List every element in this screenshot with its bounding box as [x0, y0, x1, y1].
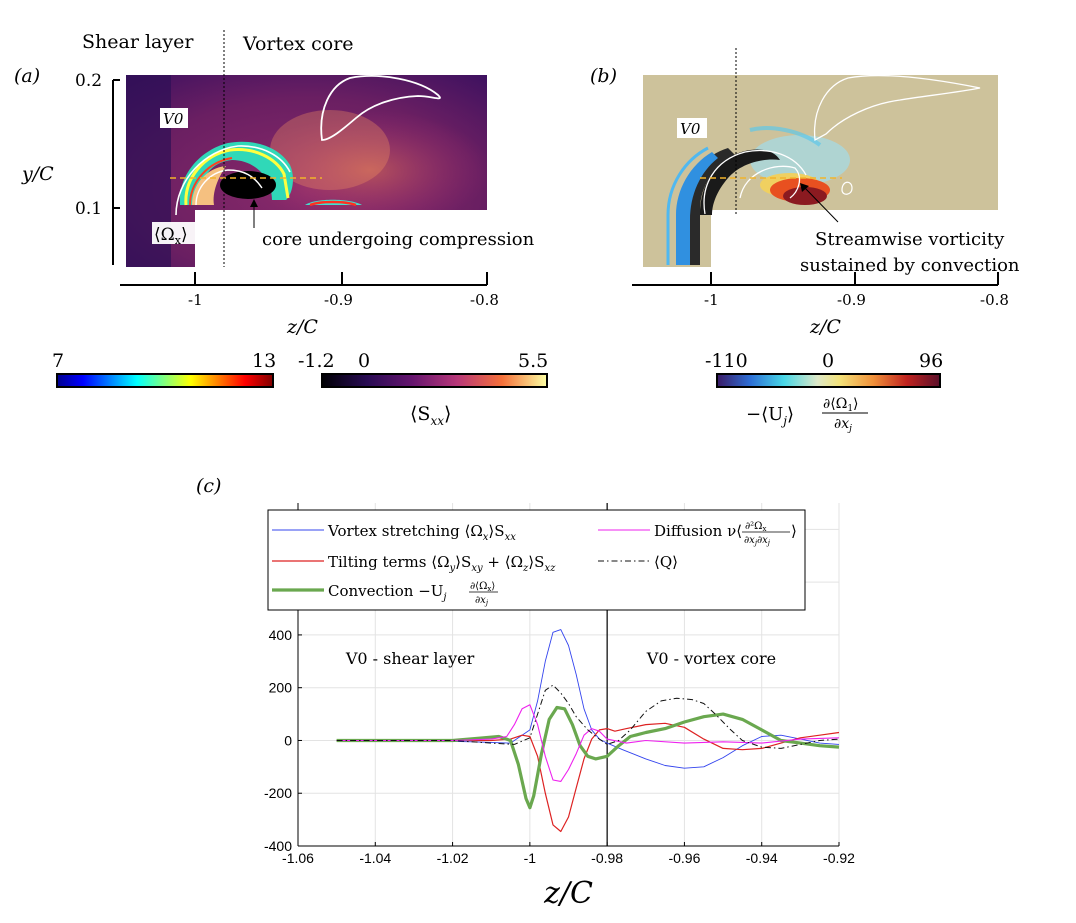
panel-a-compression-annotation: core undergoing compression — [262, 229, 535, 250]
y-tick-label-4: 400 — [269, 627, 293, 643]
panel-c-label: (c) — [196, 475, 221, 497]
panel-b-case-label: V0 — [680, 120, 701, 138]
panel-a-xtick-0: -1 — [188, 291, 203, 309]
panel-a-label: (a) — [14, 65, 40, 87]
diverging-colorbar-max: 96 — [919, 350, 943, 372]
panel-a-contour — [320, 75, 441, 141]
panel-a-vortex-core-label: Vortex core — [242, 33, 354, 55]
panel-b-xtick-1: -0.9 — [837, 291, 866, 309]
svg-text:−⟨Uj⟩: −⟨Uj⟩ — [746, 404, 794, 428]
panel-a-wall — [195, 210, 487, 267]
inferno-colorbar-mid: 0 — [358, 350, 370, 372]
y-tick-label-0: -400 — [264, 838, 292, 854]
legend-label-convection: Convection −Uj — [328, 582, 447, 603]
series-line-q — [336, 684, 840, 749]
x-tick-label-6: -0.94 — [746, 850, 778, 866]
legend-label-diffusion: Diffusion ν⟨ — [654, 522, 742, 540]
panel-a-omega-annotation: ⟨Ωx⟩ — [154, 225, 188, 247]
chart-annotation-1: V0 - vortex core — [646, 649, 776, 668]
inferno-colorbar — [321, 373, 548, 388]
jet-colorbar-min: 7 — [52, 350, 64, 372]
line-chart: -1.06 -1.04 -1.02 -1 -0.98 -0.96 -0.94 -0.92 -40… — [264, 503, 855, 911]
legend-diffusion-fraction-num: ∂²Ωx — [745, 521, 766, 533]
panel-a-ytick-1: 0.1 — [75, 199, 102, 219]
jet-colorbar-max: 13 — [252, 350, 276, 372]
panel-b-xtick-0: -1 — [704, 291, 719, 309]
x-tick-label-7: -0.92 — [823, 850, 855, 866]
x-tick-label-2: -1.02 — [437, 850, 469, 866]
inferno-colorbar-min: -1.2 — [298, 350, 335, 372]
svg-text:∂⟨Ω1⟩: ∂⟨Ω1⟩ — [823, 396, 859, 414]
panel-b-x-axis-label: z/C — [809, 316, 841, 338]
x-tick-label-5: -0.96 — [668, 850, 700, 866]
panel-a-shear-layer-label: Shear layer — [82, 31, 194, 53]
panel-b-annotation-line2: sustained by convection — [800, 255, 1020, 276]
legend-diffusion-fraction-den: ∂xj∂xj — [744, 535, 771, 547]
panel-a-xtick-1: -0.9 — [324, 291, 353, 309]
inferno-colorbar-label: ⟨Sxx⟩ — [410, 403, 451, 428]
x-tick-label-0: -1.06 — [282, 850, 314, 866]
legend: Vortex stretching ⟨Ωx⟩Sxx Tilting terms ⟨… — [267, 509, 806, 611]
legend-box — [267, 509, 806, 611]
diverging-colorbar-min: -110 — [705, 350, 748, 372]
y-tick-label-2: 0 — [284, 732, 292, 748]
panel-b-label: (b) — [590, 65, 617, 87]
panel-b-arrow — [803, 186, 839, 223]
panel-b-contour — [813, 74, 981, 142]
legend-label-stretching: Vortex stretching ⟨Ωx⟩Sxx — [327, 522, 516, 543]
legend-label-tilting: Tilting terms ⟨Ωy⟩Sxy + ⟨Ωz⟩Sxz — [328, 553, 556, 574]
inferno-colorbar-max: 5.5 — [518, 350, 548, 372]
panel-a-case-label: V0 — [163, 110, 184, 128]
panel-a: (a) Shear layer Vortex core V0 ⟨Ωx⟩ — [14, 30, 535, 338]
series-line-diffusion — [336, 704, 840, 782]
panel-b-xtick-2: -0.8 — [980, 291, 1009, 309]
panel-a-y-axis-label: y/C — [21, 163, 54, 185]
series-line-convection — [336, 705, 840, 810]
panel-b: (b) V0 Streamwise vorticity sustained by… — [590, 48, 1020, 338]
x-axis-title: z/C — [543, 876, 593, 911]
series-line-tilting — [336, 722, 840, 833]
legend-diffusion-end: ⟩ — [791, 522, 797, 540]
panel-a-ytick-0: 0.2 — [75, 71, 102, 91]
panel-b-wall — [711, 210, 998, 267]
jet-colorbar — [56, 373, 274, 388]
legend-convection-fraction-num: ∂⟨Ωx⟩ — [470, 581, 495, 593]
diverging-colorbar — [716, 373, 941, 388]
x-tick-label-3: -1 — [524, 850, 537, 866]
panel-a-x-axis-label: z/C — [286, 316, 318, 338]
panel-a-xtick-2: -0.8 — [470, 291, 499, 309]
x-tick-label-1: -1.04 — [359, 850, 391, 866]
legend-convection-fraction-den: ∂xj — [475, 595, 489, 607]
legend-label-q: ⟨Q⟩ — [654, 553, 678, 571]
diverging-colorbar-label: −⟨Uj⟩ ∂⟨Ω1⟩ ∂xj — [746, 396, 868, 434]
y-tick-label-3: 200 — [269, 680, 293, 696]
x-tick-label-4: -0.98 — [591, 850, 623, 866]
panel-b-annotation-line1: Streamwise vorticity — [815, 229, 1005, 250]
diverging-colorbar-mid: 0 — [822, 350, 834, 372]
y-tick-label-1: -200 — [264, 785, 292, 801]
colorbars: 7 13 -1.2 0 5.5 ⟨Sxx⟩ -110 0 96 −⟨Uj⟩ ∂⟨… — [52, 350, 943, 434]
svg-text:∂xj: ∂xj — [834, 416, 852, 434]
chart-annotation-0: V0 - shear layer — [345, 649, 475, 668]
